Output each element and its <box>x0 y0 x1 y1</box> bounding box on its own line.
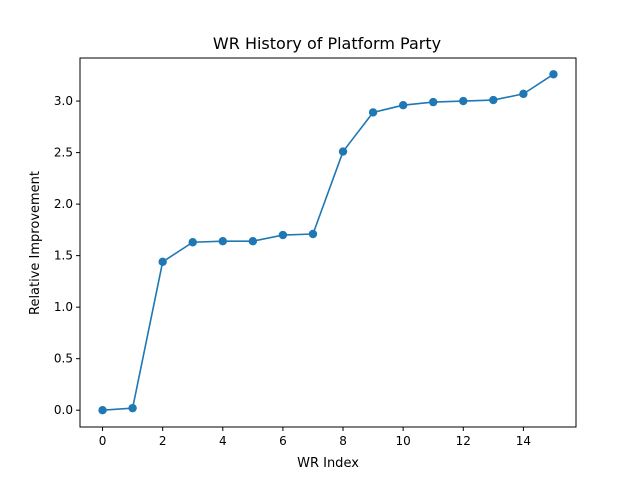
x-tick-label: 8 <box>339 434 347 448</box>
data-point <box>128 403 137 413</box>
data-point <box>278 230 288 240</box>
y-tick-label: 2.0 <box>54 197 73 211</box>
data-point <box>248 237 258 246</box>
series-line <box>102 73 554 411</box>
y-tick-label: 3.0 <box>54 94 73 108</box>
data-point <box>489 95 498 105</box>
data-point <box>338 147 348 156</box>
x-tick-label: 2 <box>159 434 167 448</box>
x-axis-ticks: 0 2 4 6 8 10 12 14 <box>99 427 531 448</box>
data-point <box>308 229 318 239</box>
data-point <box>459 96 468 106</box>
data-point <box>429 97 438 107</box>
data-point <box>398 100 408 110</box>
x-tick-label: 6 <box>279 434 287 448</box>
data-point <box>549 70 558 79</box>
y-tick-label: 0.0 <box>54 403 73 417</box>
y-tick-label: 1.5 <box>54 249 73 263</box>
y-tick-label: 2.5 <box>54 146 73 160</box>
x-tick-label: 4 <box>219 434 227 448</box>
x-tick-label: 10 <box>396 434 411 448</box>
data-point <box>368 108 378 117</box>
data-point <box>98 406 107 415</box>
data-point <box>519 89 528 99</box>
y-tick-label: 0.5 <box>54 352 73 366</box>
data-series <box>98 70 558 415</box>
x-tick-label: 12 <box>456 434 471 448</box>
x-axis-label: WR Index <box>297 456 359 471</box>
x-tick-label: 0 <box>99 434 107 448</box>
data-point <box>218 237 227 246</box>
x-tick-label: 14 <box>516 434 531 448</box>
data-point <box>188 238 197 247</box>
data-point <box>158 257 167 267</box>
y-tick-label: 1.0 <box>54 300 73 314</box>
y-axis-ticks: 0.0 0.5 1.0 1.5 2.0 2.5 3.0 <box>54 94 80 417</box>
chart-title: WR History of Platform Party <box>213 34 441 53</box>
y-axis-label: Relative Improvement <box>28 171 43 315</box>
plot-frame <box>79 57 577 428</box>
